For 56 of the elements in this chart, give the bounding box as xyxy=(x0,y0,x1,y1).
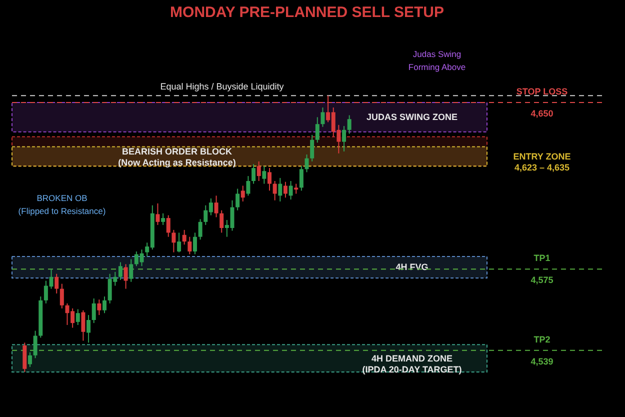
candlestick xyxy=(172,229,176,253)
band-label: BEARISH ORDER BLOCK (Now Acting as Resistance) xyxy=(118,146,236,168)
candlestick xyxy=(310,134,314,162)
candlestick xyxy=(246,176,250,196)
candlestick xyxy=(252,164,256,184)
candlestick xyxy=(299,166,304,192)
annotation: Equal Highs / Buyside Liquidity xyxy=(160,82,284,92)
candlestick xyxy=(342,126,346,152)
candlestick xyxy=(278,177,282,202)
candlestick xyxy=(156,202,160,226)
candlestick xyxy=(60,283,64,309)
text: Judas Swing Forming Above xyxy=(408,49,466,72)
band-label: ENTRY ZONE 4,623 – 4,635 xyxy=(513,151,571,172)
candlestick xyxy=(272,180,277,201)
text: TP2 4,539 xyxy=(530,334,554,366)
candlestick xyxy=(188,236,192,255)
candlestick xyxy=(92,298,96,324)
candlestick xyxy=(118,262,122,280)
candlestick xyxy=(283,181,288,198)
candlestick xyxy=(262,166,266,184)
candlestick xyxy=(166,214,170,238)
candlestick xyxy=(236,188,240,211)
candlestick xyxy=(22,342,27,372)
candlestick xyxy=(124,264,128,290)
candlestick xyxy=(192,232,197,255)
chart-title: MONDAY PRE-PLANNED SELL SETUP xyxy=(170,4,444,21)
candlestick xyxy=(240,185,245,202)
candlestick xyxy=(256,160,261,182)
candlestick xyxy=(347,114,352,134)
annotation: BROKEN OB (Flipped to Resistance) xyxy=(18,193,106,216)
candlestick xyxy=(86,314,91,344)
candlestick xyxy=(198,218,202,240)
candlestick xyxy=(304,154,309,173)
candlestick xyxy=(294,183,298,194)
candlestick xyxy=(288,180,293,200)
band-label: 4H DEMAND ZONE (IPDA 20-DAY TARGET) xyxy=(362,353,462,374)
candlestick xyxy=(268,168,272,192)
candlestick xyxy=(315,116,320,144)
candlestick xyxy=(182,229,186,246)
candlestick xyxy=(102,296,106,314)
candlestick xyxy=(81,310,86,342)
candlestick xyxy=(320,107,325,128)
candlestick xyxy=(220,210,224,234)
candlestick xyxy=(161,212,166,226)
text: TP1 4,575 xyxy=(530,253,554,286)
candlestick xyxy=(28,352,32,368)
candlestick xyxy=(214,195,218,218)
candlestick xyxy=(177,232,182,253)
candlestick xyxy=(76,308,80,326)
candlestick xyxy=(129,258,134,282)
band-label: 4H FVG xyxy=(396,262,428,272)
candlestick xyxy=(97,299,102,316)
band-label: JUDAS SWING ZONE xyxy=(366,112,458,122)
candlestick xyxy=(54,273,59,294)
text: STOP LOSS 4,650 xyxy=(516,86,568,119)
candlestick xyxy=(33,330,38,359)
